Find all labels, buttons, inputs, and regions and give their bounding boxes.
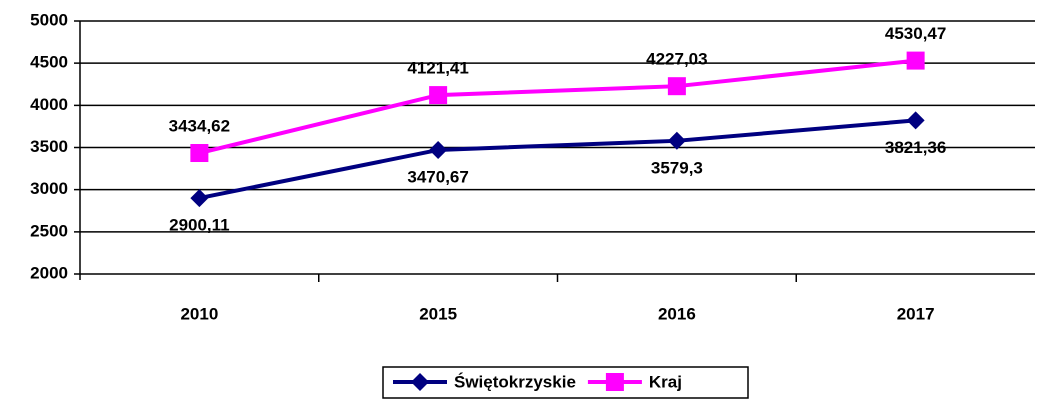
data-label: 3434,62 bbox=[169, 116, 230, 135]
x-tick-label: 2015 bbox=[419, 304, 457, 323]
legend-label: Kraj bbox=[649, 372, 682, 391]
data-label: 3579,3 bbox=[651, 158, 703, 177]
marker bbox=[605, 373, 624, 391]
marker bbox=[906, 51, 925, 70]
data-label: 4121,41 bbox=[407, 59, 468, 78]
y-tick-label: 5000 bbox=[30, 10, 68, 29]
series-line bbox=[198, 118, 916, 201]
marker bbox=[667, 77, 686, 96]
data-label: 3470,67 bbox=[407, 167, 468, 186]
legend-label: Świętokrzyskie bbox=[454, 372, 576, 391]
marker bbox=[190, 189, 209, 208]
y-tick-label: 2500 bbox=[30, 221, 68, 240]
marker bbox=[190, 144, 209, 163]
marker bbox=[429, 140, 448, 159]
legend: Świętokrzyskie Kraj bbox=[382, 366, 749, 399]
data-label: 4530,47 bbox=[885, 24, 946, 43]
x-tick-label: 2016 bbox=[658, 304, 696, 323]
y-tick-label: 2000 bbox=[30, 263, 68, 282]
y-tick-label: 4000 bbox=[30, 95, 68, 114]
data-label: 2900,11 bbox=[169, 216, 230, 235]
data-label: 3821,36 bbox=[885, 138, 946, 157]
y-tick-label: 4500 bbox=[30, 53, 68, 72]
marker bbox=[906, 111, 925, 130]
x-tick-label: 2017 bbox=[897, 304, 935, 323]
data-label: 4227,03 bbox=[646, 50, 707, 69]
marker bbox=[429, 86, 448, 105]
series-line bbox=[198, 58, 916, 155]
y-tick-label: 3000 bbox=[30, 179, 68, 198]
marker bbox=[411, 373, 429, 391]
marker bbox=[667, 131, 686, 150]
y-tick-label: 3500 bbox=[30, 137, 68, 156]
x-tick-label: 2010 bbox=[180, 304, 218, 323]
